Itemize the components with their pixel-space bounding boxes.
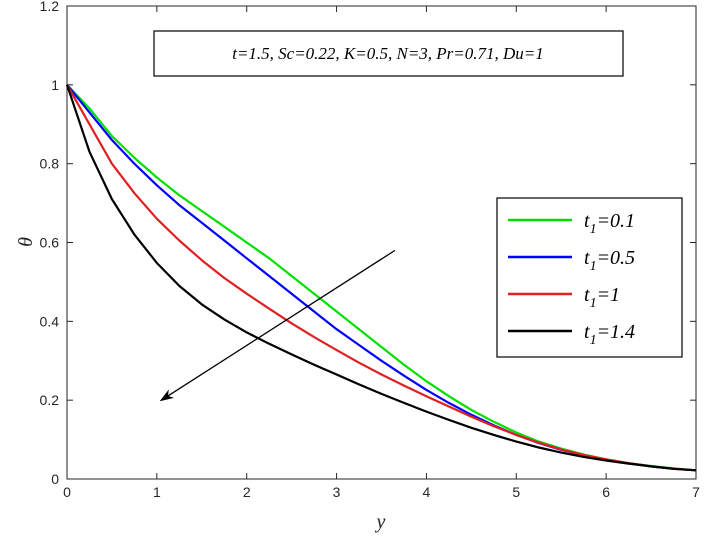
x-tick-label: 2 bbox=[243, 484, 251, 500]
legend-label-2: t1=0.5 bbox=[584, 247, 635, 274]
y-tick-label: 0.8 bbox=[40, 156, 60, 172]
axis-ticks: 0 1 2 3 4 5 6 7 0 0.2 0.4 0.6 0.8 1 1.2 bbox=[40, 0, 701, 500]
series-line-3 bbox=[66, 84, 697, 472]
x-tick-label: 4 bbox=[423, 484, 431, 500]
x-axis-label: y bbox=[375, 511, 386, 533]
y-tick-label: 1.2 bbox=[40, 0, 60, 14]
y-tick-label: 0.2 bbox=[40, 392, 60, 408]
legend-label-1: t1=0.1 bbox=[584, 210, 635, 237]
x-tick-label: 5 bbox=[512, 484, 520, 500]
x-tick-label: 0 bbox=[63, 484, 71, 500]
x-tick-label: 6 bbox=[602, 484, 610, 500]
y-axis-label: θ bbox=[15, 237, 37, 247]
y-tick-label: 1 bbox=[51, 77, 59, 93]
x-tick-label: 1 bbox=[153, 484, 161, 500]
legend-label-3: t1=1 bbox=[584, 284, 620, 311]
legend: t1=0.1 t1=0.5 t1=1 t1=1.4 bbox=[496, 197, 683, 358]
legend-label-4: t1=1.4 bbox=[584, 321, 635, 348]
y-tick-label: 0.6 bbox=[40, 235, 60, 251]
parameter-box: t=1.5, Sc=0.22, K=0.5, N=3, Pr=0.71, Du=… bbox=[153, 30, 624, 77]
y-tick-label: 0.4 bbox=[40, 313, 60, 329]
series-lines bbox=[65, 84, 697, 472]
y-tick-label: 0 bbox=[51, 471, 59, 487]
parameter-annotation: t=1.5, Sc=0.22, K=0.5, N=3, Pr=0.71, Du=… bbox=[232, 44, 544, 63]
trend-arrow bbox=[159, 249, 396, 402]
x-tick-label: 7 bbox=[692, 484, 700, 500]
x-tick-label: 3 bbox=[333, 484, 341, 500]
series-line-4 bbox=[65, 84, 697, 472]
